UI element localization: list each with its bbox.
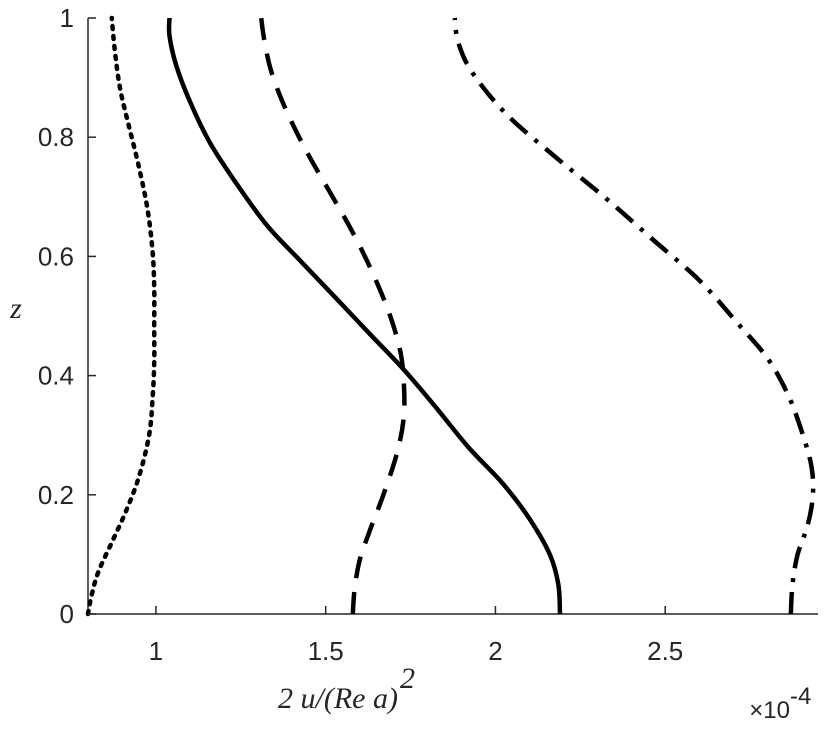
x-tick-label: 1.5 — [308, 636, 344, 666]
y-axis-label: z — [9, 292, 22, 325]
x-multiplier: ×10 — [749, 697, 790, 724]
series-line-dashed — [258, 17, 407, 615]
x-tick-label: 2 — [488, 636, 502, 666]
x-tick-label: 1 — [149, 636, 163, 666]
y-tick-label: 0.6 — [38, 241, 74, 271]
y-tick-label: 1 — [60, 3, 74, 33]
axes — [87, 18, 818, 615]
x-axis-label-superscript: 2 — [400, 662, 415, 695]
y-tick-label: 0.2 — [38, 480, 74, 510]
x-multiplier-exponent: -4 — [790, 683, 811, 710]
x-tick-label: 2.5 — [647, 636, 683, 666]
series-line-dotted — [85, 15, 157, 617]
y-tick-label: 0 — [60, 599, 74, 629]
y-tick-label: 0.4 — [38, 361, 74, 391]
x-axis-label: 2 u/(Re a) — [278, 682, 398, 715]
series-line-solid — [166, 17, 563, 615]
y-tick-label: 0.8 — [38, 122, 74, 152]
series-layer — [85, 15, 816, 617]
series-line-dashdot — [452, 17, 816, 615]
ticks-layer: 1 1.5 2 2.5 0 0.2 0.4 0.6 0.8 1 — [38, 3, 683, 666]
